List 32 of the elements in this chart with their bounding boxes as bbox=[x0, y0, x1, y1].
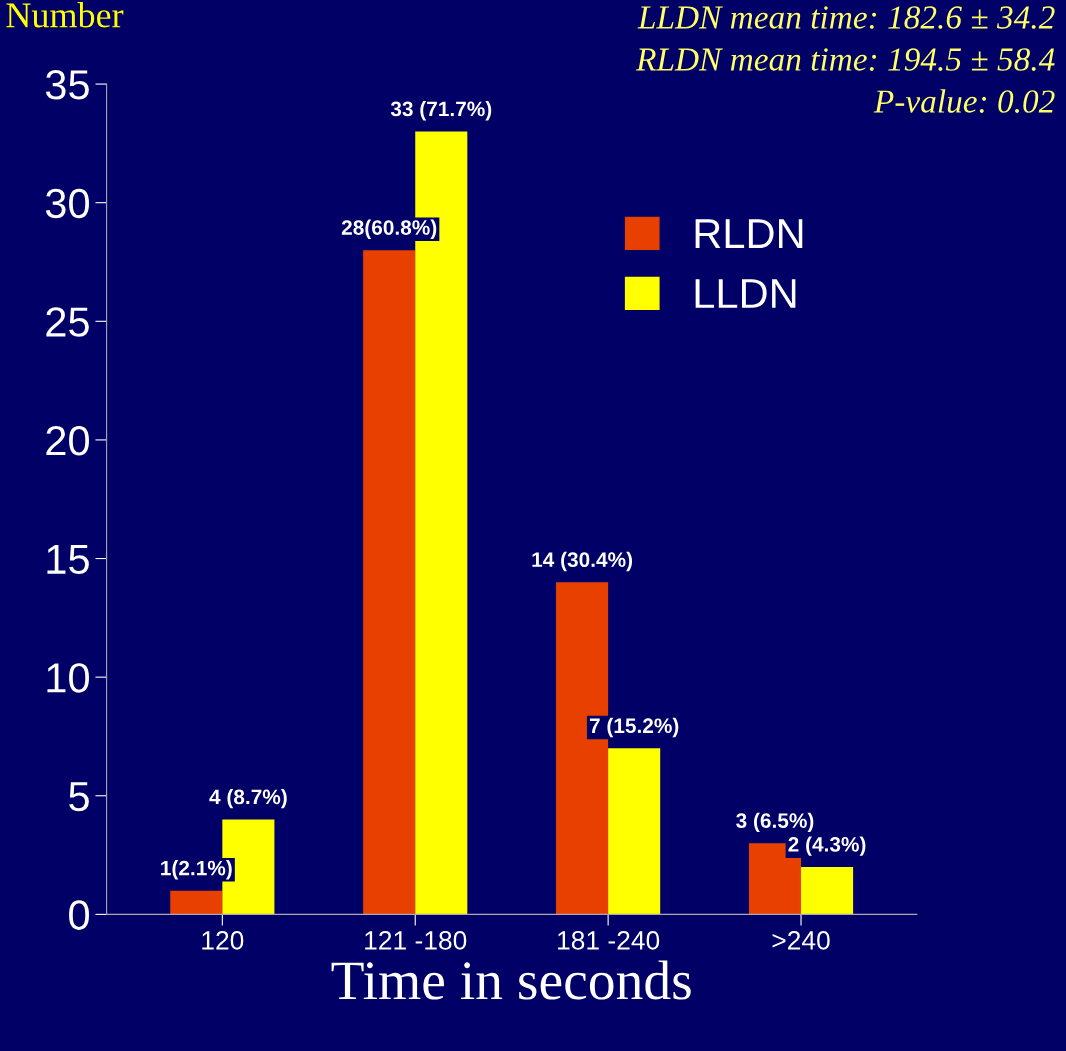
x-tick-label: 181 -240 bbox=[558, 931, 660, 950]
data-label: 4 (8.7%) bbox=[209, 788, 287, 809]
y-tick-label: 5 bbox=[69, 782, 89, 812]
legend-label: RLDN bbox=[695, 219, 803, 248]
bar bbox=[363, 250, 416, 915]
data-label: 33 (71.7%) bbox=[390, 100, 492, 121]
y-tick-label: 10 bbox=[47, 663, 89, 693]
y-tick-label: 15 bbox=[47, 544, 89, 575]
x-tick-label: 120 bbox=[202, 931, 244, 950]
x-axis-title: Time in seconds bbox=[331, 960, 691, 1000]
data-label: 14 (30.4%) bbox=[532, 551, 633, 572]
data-label: 28(60.8%) bbox=[341, 219, 437, 240]
y-tick-label: 35 bbox=[45, 70, 89, 100]
bar bbox=[556, 582, 609, 915]
y-tick-label: 25 bbox=[46, 307, 89, 337]
data-label: 7 (15.2%) bbox=[589, 717, 679, 738]
x-tick-label: 121 -180 bbox=[365, 931, 467, 950]
text: RLDN mean time: 194.5 ± 58.4 bbox=[635, 48, 1055, 71]
annotation: P-value: 0.02 bbox=[873, 89, 1055, 113]
legend-label: LLDN bbox=[695, 279, 796, 308]
bar bbox=[801, 866, 854, 915]
y-tick-label: 20 bbox=[46, 425, 89, 456]
text: LLDN mean time: 182.6 ± 34.2 bbox=[637, 6, 1055, 29]
y-tick-label: 30 bbox=[45, 188, 89, 219]
bar bbox=[608, 748, 661, 915]
data-label: 1(2.1%) bbox=[161, 860, 232, 880]
x-tick-label: >240 bbox=[772, 931, 830, 950]
bar bbox=[170, 890, 223, 915]
y-axis-title: Number bbox=[6, 2, 124, 28]
data-label: 2 (4.3%) bbox=[788, 836, 866, 856]
y-tick-label: 0 bbox=[69, 900, 89, 930]
data-label: 3 (6.5%) bbox=[736, 812, 814, 833]
